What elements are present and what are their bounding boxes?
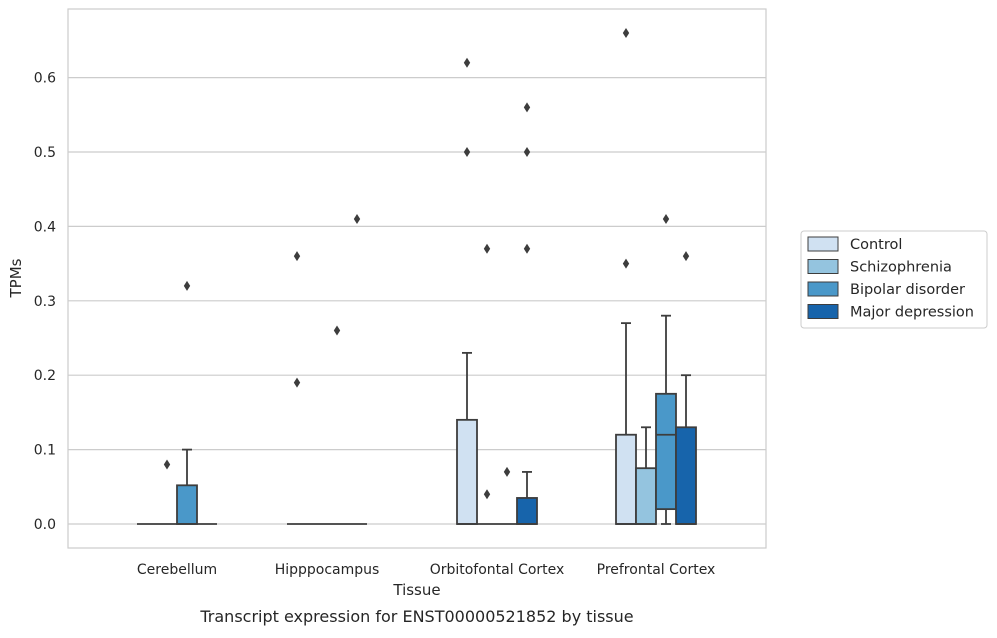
outlier-point (353, 213, 361, 224)
plot-frame (67, 8, 767, 549)
outlier-point (682, 251, 690, 262)
legend-swatch (807, 281, 839, 297)
legend-label: Bipolar disorder (850, 282, 965, 298)
box (675, 426, 697, 525)
box-group (675, 251, 697, 525)
outlier-point (503, 466, 511, 477)
box-group (347, 213, 367, 525)
y-tick-label: 0.4 (34, 219, 56, 235)
box-group (456, 57, 478, 525)
chart-caption: Transcript expression for ENST0000052185… (199, 607, 633, 626)
box (516, 497, 538, 525)
box (456, 418, 478, 525)
legend-items: Control Schizophrenia Bipolar disorder Majo… (807, 236, 974, 321)
outlier-point (483, 243, 491, 254)
outlier-point (622, 27, 630, 38)
x-tick-label: Orbitofontal Cortex (430, 562, 565, 578)
box-group (176, 280, 198, 525)
y-tick-label: 0.0 (34, 517, 56, 533)
x-tick-labels: Cerebellum Hipppocampus Orbitofontal Corte… (137, 562, 715, 578)
box-group (615, 27, 637, 525)
y-tick-label: 0.1 (34, 443, 56, 459)
x-axis-title: Tissue (392, 581, 440, 599)
outlier-point (293, 251, 301, 262)
box-group (327, 325, 347, 525)
legend-label: Schizophrenia (850, 260, 952, 276)
y-tick-label: 0.2 (34, 368, 56, 384)
y-tick-label: 0.3 (34, 294, 56, 310)
legend-swatch (807, 259, 839, 274)
outlier-point (183, 280, 191, 291)
outlier-point (293, 377, 301, 388)
legend: Control Schizophrenia Bipolar disorder Majo… (800, 230, 988, 329)
box-group (497, 466, 517, 525)
box-group (287, 251, 307, 525)
box (635, 467, 657, 525)
legend-swatch (807, 304, 839, 319)
box (655, 392, 677, 511)
y-tick-labels: 0.0 0.1 0.2 0.3 0.4 0.5 0.6 (34, 71, 56, 533)
legend-label: Major depression (850, 305, 974, 321)
x-tick-label: Prefrontal Cortex (597, 562, 716, 578)
box (615, 433, 637, 525)
legend-label: Control (850, 237, 902, 253)
outlier-point (662, 213, 670, 224)
outlier-point (463, 57, 471, 68)
y-tick-label: 0.5 (34, 145, 56, 161)
legend-frame (800, 230, 988, 329)
outlier-point (523, 243, 531, 254)
box (176, 484, 198, 525)
outlier-point (523, 147, 531, 157)
y-tick-label: 0.6 (34, 71, 56, 87)
box-group (516, 102, 538, 525)
box-group (655, 213, 677, 525)
marks-layer (137, 27, 697, 525)
y-axis-title: TPMs (7, 258, 25, 298)
legend-swatch (807, 236, 839, 252)
outlier-point (333, 325, 341, 336)
x-tick-label: Hipppocampus (275, 562, 380, 578)
outlier-point (523, 102, 531, 113)
box-group (157, 459, 177, 525)
x-tick-label: Cerebellum (137, 562, 217, 578)
box-group (635, 426, 657, 525)
outlier-point (463, 147, 471, 157)
outlier-point (163, 459, 171, 470)
box-group (477, 243, 497, 525)
outlier-point (622, 258, 630, 269)
outlier-point (483, 489, 491, 500)
